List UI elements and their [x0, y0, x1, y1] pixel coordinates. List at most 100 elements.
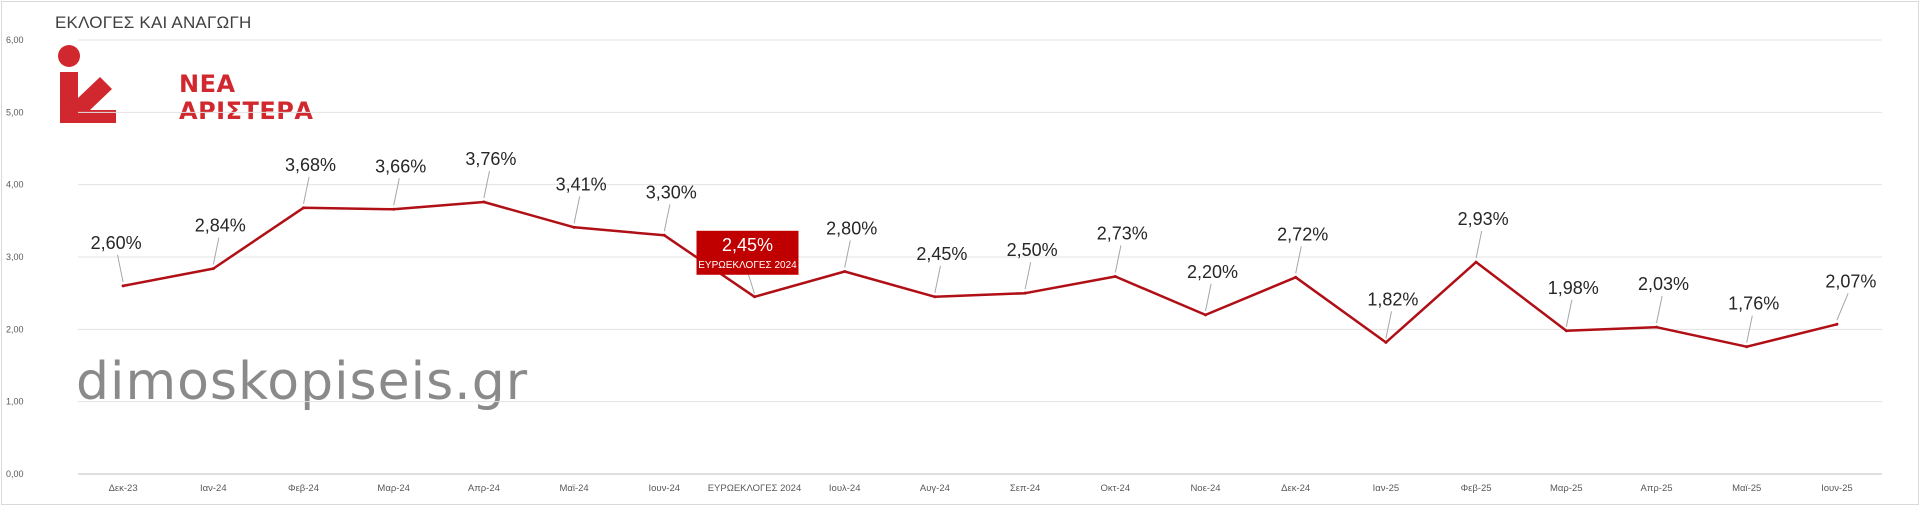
data-point: [121, 284, 125, 288]
label-leader: [1024, 262, 1032, 290]
label-leader: [1205, 283, 1212, 311]
data-label: 2,20%: [1187, 262, 1238, 282]
x-tick-label: Απρ-25: [1640, 483, 1672, 494]
label-leader: [1475, 230, 1483, 259]
logo-arrow-icon: [58, 45, 116, 123]
x-tick-label: ΕΥΡΩΕΚΛΟΓΕΣ 2024: [708, 483, 802, 494]
label-leader: [844, 240, 851, 268]
label-leader: [573, 196, 581, 224]
logo-line1: ΝΕΑ: [179, 70, 236, 98]
data-point: [1655, 325, 1658, 329]
label-leader: [483, 170, 490, 199]
data-point: [211, 267, 215, 271]
x-tick-label: Αυγ-24: [920, 483, 950, 494]
data-point: [302, 206, 305, 210]
data-point: [1023, 291, 1027, 295]
label-leader: [1746, 315, 1753, 343]
y-tick-label: 5,00: [6, 107, 24, 117]
label-leader: [1114, 245, 1122, 273]
data-point: [933, 295, 937, 299]
x-tick-label: Μαϊ-25: [1732, 483, 1761, 494]
highlight-value-label: 2,45%: [722, 235, 773, 255]
x-tick-label: Φεβ-25: [1461, 483, 1492, 494]
y-tick-label: 0,00: [6, 469, 24, 479]
data-label: 2,72%: [1277, 224, 1328, 244]
data-point: [1564, 329, 1568, 333]
x-tick-label: Δεκ-23: [109, 483, 138, 494]
label-leader: [663, 204, 671, 232]
y-axis: 0,00 1,00 2,00 3,00 4,00 5,00 6,00: [6, 35, 24, 479]
data-label: 3,41%: [556, 174, 607, 194]
data-label: 2,80%: [826, 218, 877, 238]
data-point: [753, 295, 756, 299]
y-tick-label: 4,00: [6, 180, 24, 190]
data-point: [1474, 260, 1478, 264]
data-label: 2,60%: [91, 233, 142, 253]
data-point: [1384, 340, 1388, 344]
data-label: 1,76%: [1728, 294, 1779, 314]
data-label: 2,03%: [1638, 274, 1689, 294]
data-label: 3,66%: [375, 156, 426, 176]
data-point: [572, 225, 576, 229]
x-tick-label: Ιαν-25: [1373, 483, 1400, 494]
x-tick-label: Μαρ-25: [1550, 483, 1583, 494]
data-label: 3,68%: [285, 155, 336, 175]
gridlines: [78, 39, 1882, 475]
x-tick-label: Σεπ-24: [1010, 483, 1040, 494]
series-line: [121, 200, 1839, 349]
chart-title: ΕΚΛΟΓΕΣ ΚΑΙ ΑΝΑΓΩΓΗ: [55, 13, 252, 32]
x-tick-label: Νοε-24: [1190, 483, 1220, 494]
x-tick-label: Απρ-24: [468, 483, 500, 494]
data-labels: 2,60% 2,84% 3,68% 3,66% 3,76% 3,41% 3,30% 2,45%…: [91, 149, 1877, 314]
label-leader: [212, 237, 220, 265]
x-tick-label: Ιουν-25: [1821, 483, 1853, 494]
data-label: 1,98%: [1548, 278, 1599, 298]
data-point: [482, 200, 486, 204]
label-leader: [934, 265, 941, 293]
data-point: [1294, 275, 1298, 279]
data-label: 2,93%: [1458, 209, 1509, 229]
highlight-sublabel: ΕΥΡΩΕΚΛΟΓΕΣ 2024: [698, 260, 797, 271]
data-point: [662, 233, 666, 237]
label-leader: [1385, 311, 1392, 339]
label-leader: [117, 254, 124, 283]
y-tick-label: 3,00: [6, 252, 24, 262]
data-point: [1204, 313, 1207, 317]
label-leader: [393, 178, 400, 206]
label-leader: [1295, 246, 1302, 274]
y-tick-label: 6,00: [6, 35, 24, 45]
data-label: 2,50%: [1007, 240, 1058, 260]
x-axis: Δεκ-23 Ιαν-24 Φεβ-24 Μαρ-24 Απρ-24 Μαϊ-24 Ιουν…: [109, 483, 1853, 494]
x-tick-label: Ιουλ-24: [829, 483, 861, 494]
label-leader: [748, 274, 755, 294]
x-tick-label: Μαϊ-24: [559, 483, 588, 494]
data-label: 2,84%: [195, 216, 246, 236]
highlight-callout: [696, 230, 799, 275]
data-point: [843, 269, 847, 273]
y-tick-label: 1,00: [6, 397, 24, 407]
label-leader: [1836, 293, 1849, 321]
data-label: 1,82%: [1367, 289, 1418, 309]
data-label: 2,45%: [916, 244, 967, 264]
label-leaders: [117, 170, 1849, 343]
label-leader: [1656, 296, 1663, 324]
label-leader: [303, 176, 310, 204]
nea-aristera-logo: ΝΕΑ ΑΡΙΣΤΕΡΑ: [58, 45, 313, 125]
x-tick-label: Ιαν-24: [200, 483, 227, 494]
data-label: 3,76%: [465, 149, 516, 169]
x-tick-label: Μαρ-24: [377, 483, 410, 494]
data-label: 2,73%: [1097, 224, 1148, 244]
data-point: [1745, 345, 1749, 349]
x-tick-label: Φεβ-24: [288, 483, 319, 494]
series-polyline: [122, 200, 1838, 348]
label-leader: [1565, 299, 1573, 327]
data-label: 2,07%: [1825, 271, 1876, 291]
data-point: [1835, 322, 1839, 326]
x-tick-label: Ιουν-24: [648, 483, 680, 494]
logo-line2: ΑΡΙΣΤΕΡΑ: [179, 97, 314, 125]
data-point: [1113, 275, 1117, 279]
data-point: [392, 207, 396, 211]
x-tick-label: Οκτ-24: [1100, 483, 1130, 494]
